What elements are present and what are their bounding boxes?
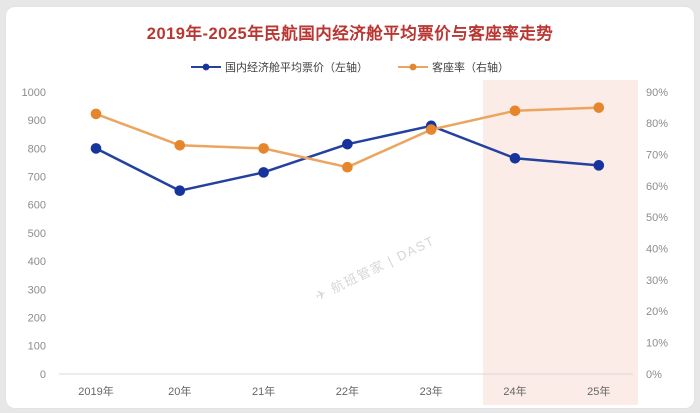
page-title: 2019年-2025年民航国内经济舱平均票价与客座率走势 (146, 25, 554, 43)
data-point-load-factor (90, 108, 102, 120)
data-point-load-factor (258, 143, 269, 154)
data-point-fare (174, 185, 186, 196)
y-axis-left-label: 600 (28, 200, 46, 212)
x-axis-label: 20年 (168, 384, 191, 398)
data-point-load-factor (509, 105, 521, 117)
y-axis-left-label: 100 (28, 341, 46, 353)
y-axis-left-label: 200 (28, 312, 46, 324)
x-axis-label: 24年 (503, 384, 526, 398)
forecast-band (483, 80, 638, 405)
x-axis-label: 22年 (336, 384, 359, 398)
data-point-load-factor (174, 139, 186, 151)
y-axis-right-label: 50% (646, 212, 668, 224)
y-axis-right-label: 90% (646, 87, 668, 99)
data-point-fare (593, 160, 605, 171)
y-axis-left-label: 500 (28, 228, 46, 240)
y-axis-left-label: 700 (28, 171, 46, 183)
y-axis-right-label: 80% (646, 118, 668, 130)
legend-marker-load-factor-icon (398, 63, 428, 71)
legend-label-load-factor: 客座率（右轴） (432, 62, 509, 74)
y-axis-left-label: 1000 (22, 87, 46, 99)
x-axis-label: 25年 (587, 384, 610, 398)
x-axis-label: 2019年 (78, 384, 113, 398)
data-point-load-factor (342, 161, 353, 173)
y-axis-left-label: 300 (28, 284, 46, 296)
y-axis-right-label: 0% (646, 369, 662, 381)
y-axis-right-label: 30% (646, 275, 668, 287)
x-axis-label: 23年 (420, 384, 443, 398)
data-point-load-factor (593, 102, 605, 113)
data-point-fare (90, 143, 102, 154)
legend-marker-fare-icon (191, 63, 221, 71)
data-point-fare (258, 167, 269, 178)
y-axis-right-label: 10% (646, 338, 668, 350)
x-axis-label: 21年 (252, 384, 275, 398)
y-axis-right-label: 60% (646, 181, 668, 193)
chart-card: 2019年-2025年民航国内经济舱平均票价与客座率走势 国内经济舱平均票价（左… (5, 6, 695, 409)
y-axis-left-label: 900 (28, 115, 46, 127)
y-axis-right-label: 20% (646, 306, 668, 318)
data-point-fare (509, 152, 521, 164)
data-point-fare (342, 138, 353, 150)
chart-legend: 国内经济舱平均票价（左轴） 客座率（右轴） (6, 59, 694, 75)
y-axis-right-label: 40% (646, 244, 668, 256)
y-axis-left-label: 400 (28, 256, 46, 268)
y-axis-left-label: 800 (28, 143, 46, 155)
y-axis-left-label: 0 (40, 369, 46, 381)
chart-area: ✈ 航班管家 | DAST 0 100 200 300 400 500 600 700 800 9… (6, 7, 694, 408)
legend-item-load-factor: 客座率（右轴） (398, 59, 509, 75)
legend-item-fare: 国内经济舱平均票价（左轴） (191, 59, 368, 75)
legend-label-fare: 国内经济舱平均票价（左轴） (225, 62, 368, 74)
y-axis-right-label: 70% (646, 150, 668, 162)
line-chart: 0 100 200 300 400 500 600 700 800 900 1000 0% 10% 20%… (22, 80, 668, 405)
data-point-load-factor (425, 124, 437, 135)
